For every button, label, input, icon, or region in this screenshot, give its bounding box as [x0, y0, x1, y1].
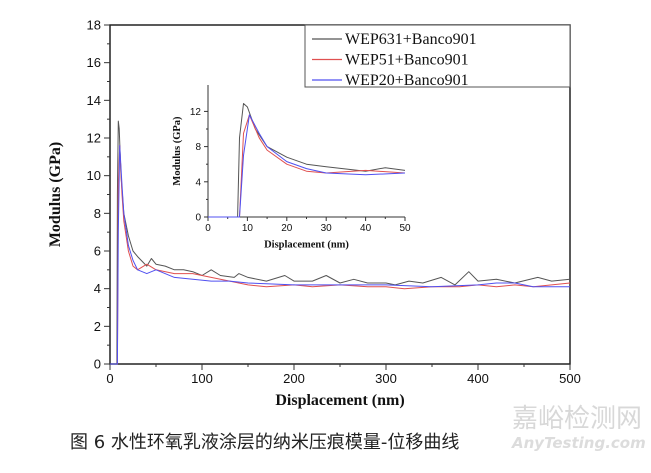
main-y-tick-label: 14	[87, 93, 101, 108]
watermark-logo-en: AnyTesting.com	[512, 434, 646, 452]
main-y-tick-label: 6	[94, 244, 101, 259]
inset-x-tick-label: 30	[321, 223, 333, 234]
main-x-tick-label: 0	[106, 371, 113, 386]
main-y-tick-label: 2	[94, 319, 101, 334]
main-x-axis-label: Displacement (nm)	[275, 392, 404, 409]
inset-x-tick-label: 20	[281, 223, 293, 234]
inset-series-group	[208, 103, 405, 218]
legend-label: WEP51+Banco901	[345, 52, 469, 69]
main-y-tick-label: 0	[94, 357, 101, 372]
main-y-axis-label: Modulus (GPa)	[47, 142, 64, 247]
main-x-tick-label: 300	[375, 371, 397, 386]
inset-y-tick-label: 12	[190, 107, 202, 118]
inset-x-axis-label: Displacement (nm)	[264, 240, 349, 251]
legend-label: WEP631+Banco901	[345, 31, 477, 48]
inset-line-wep20-banco901	[208, 114, 405, 218]
inset-x-tick-label: 10	[242, 223, 254, 234]
inset-axes: 0 10 20 30 40 50 0 4 8 12 Displacement (nm) Modulus…	[172, 85, 411, 251]
inset-x-tick-label: 50	[399, 223, 411, 234]
legend: WEP631+Banco901 WEP51+Banco901 WEP20+Banco…	[304, 24, 571, 89]
main-x-tick-label: 200	[283, 371, 305, 386]
main-axes: 0 100 200 300 400 500024681012141618Displacem…	[47, 18, 581, 409]
main-y-tick-label: 12	[87, 131, 101, 146]
inset-y-tick-label: 0	[195, 213, 201, 224]
inset-x-tick-label: 40	[360, 223, 372, 234]
main-line-wep631-banco901	[110, 120, 571, 365]
figure-caption: 图 6 水性环氧乳液涂层的纳米压痕模量-位移曲线	[70, 432, 460, 453]
main-x-tick-label: 100	[191, 371, 213, 386]
main-x-tick-label: 400	[467, 371, 489, 386]
legend-box	[304, 24, 571, 88]
main-x-tick-label: 500	[559, 371, 581, 386]
inset-line-wep51-banco901	[208, 114, 405, 218]
inset-y-tick-label: 4	[195, 177, 201, 188]
main-series-group	[110, 120, 571, 365]
main-y-tick-label: 10	[87, 168, 101, 183]
legend-label: WEP20+Banco901	[345, 72, 469, 89]
watermark-logo: 嘉峪检测网	[512, 404, 643, 434]
inset-y-axis-label: Modulus (GPa)	[172, 116, 183, 186]
main-y-tick-label: 8	[94, 206, 101, 221]
main-line-wep20-banco901	[110, 145, 570, 365]
main-y-tick-label: 4	[94, 281, 101, 296]
main-y-tick-label: 18	[87, 18, 101, 33]
main-y-tick-label: 16	[87, 55, 101, 70]
inset-x-tick-label: 0	[205, 223, 211, 234]
inset-line-wep631-banco901	[208, 103, 405, 218]
inset-y-tick-label: 8	[195, 142, 201, 153]
